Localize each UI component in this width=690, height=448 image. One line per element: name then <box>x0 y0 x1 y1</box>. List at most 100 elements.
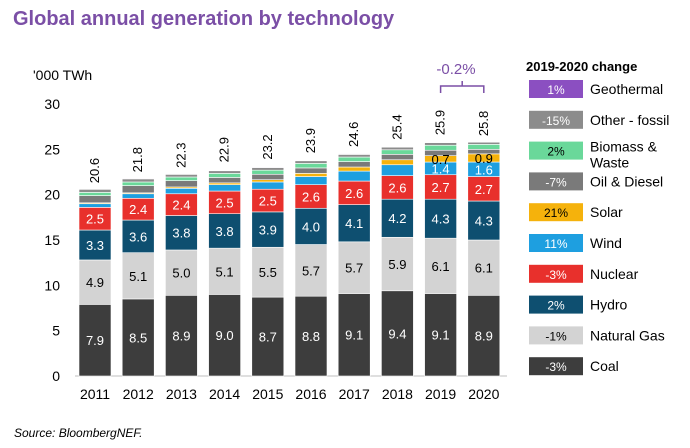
bar-total-label: 25.8 <box>476 111 491 136</box>
y-tick-label: 0 <box>52 368 60 384</box>
x-tick-label: 2020 <box>468 386 499 402</box>
legend-change-value: 21% <box>544 206 568 220</box>
bar-segment <box>165 176 198 181</box>
segment-value-label: 2.5 <box>86 212 104 227</box>
segment-value-label: 9.1 <box>432 328 450 343</box>
y-tick-label: 10 <box>44 277 60 293</box>
bar-segment <box>78 188 112 190</box>
segment-value-label: 2.4 <box>172 198 190 213</box>
bar-segment <box>294 207 328 245</box>
segment-value-label: 6.1 <box>475 261 493 276</box>
segment-value-label: 3.8 <box>172 226 190 241</box>
bar-segment <box>294 163 328 169</box>
bar-segment <box>78 195 112 204</box>
segment-value-label: 8.9 <box>475 329 493 344</box>
segment-value-label: 3.9 <box>259 223 277 238</box>
bar-segment <box>381 164 414 176</box>
x-tick-label: 2013 <box>166 386 197 402</box>
chart-title: Global annual generation by technology <box>13 8 395 30</box>
legend-change-value: -1% <box>545 329 567 343</box>
legend-swatch <box>529 326 583 345</box>
bar-total-label: 23.2 <box>260 134 275 159</box>
bar-total-label: 21.8 <box>130 147 145 172</box>
segment-value-label: 5.0 <box>172 266 190 281</box>
bar-segment <box>208 173 241 178</box>
segment-value-label: 8.9 <box>172 329 190 344</box>
segment-value-label: 2.4 <box>129 202 147 217</box>
legend-label: Wind <box>590 235 622 251</box>
bar-total-label: 22.9 <box>217 137 232 162</box>
segment-value-label: 4.2 <box>388 211 406 226</box>
bar-segment <box>294 295 328 377</box>
y-tick-label: 25 <box>44 141 60 157</box>
legend-swatch <box>529 203 583 222</box>
legend-change-value: -15% <box>542 114 570 128</box>
bar-segment <box>294 167 328 174</box>
bar-segment <box>337 166 371 172</box>
y-tick-label: 5 <box>52 323 60 339</box>
bar-segment <box>121 219 155 253</box>
source-note: Source: BloombergNEF. <box>14 426 143 440</box>
bar-segment <box>381 149 414 155</box>
segment-value-label: 2.6 <box>345 186 363 201</box>
legend-swatch <box>529 110 583 129</box>
bar-segment <box>251 296 285 377</box>
x-tick-label: 2018 <box>382 386 413 402</box>
legend-label: Coal <box>590 358 619 374</box>
x-tick-label: 2015 <box>252 386 283 402</box>
legend-title: 2019-2020 change <box>526 59 637 74</box>
y-axis-unit-label: '000 TWh <box>33 67 92 83</box>
x-tick-label: 2011 <box>80 386 110 402</box>
segment-value-label: 3.6 <box>129 229 147 244</box>
segment-value-label: 1.4 <box>432 161 450 176</box>
legend-change-value: -3% <box>545 360 567 374</box>
bar-segment <box>251 166 285 168</box>
legend-change-value: -3% <box>545 268 567 282</box>
bar-segment <box>337 156 371 162</box>
bar-segment <box>208 247 241 295</box>
bar-segment <box>165 249 198 296</box>
segment-value-label: 5.5 <box>259 265 277 280</box>
bar-segment <box>165 180 198 188</box>
bar-segment <box>294 159 328 162</box>
legend-label: Nuclear <box>590 266 639 282</box>
bar-segment <box>467 144 501 150</box>
legend-label: Oil & Diesel <box>590 173 663 189</box>
bar-segment <box>381 154 414 161</box>
legend-label: Biomass & <box>590 139 658 155</box>
segment-value-label: 1.6 <box>475 162 493 177</box>
segment-value-label: 6.1 <box>432 259 450 274</box>
bar-segment <box>424 293 457 377</box>
bar-segment <box>294 244 328 297</box>
bar-segment <box>424 144 457 151</box>
legend-swatch <box>529 141 583 160</box>
segment-value-label: 8.7 <box>259 330 277 345</box>
bar-total-label: 24.6 <box>346 122 361 147</box>
bar-segment <box>165 188 198 195</box>
bar-segment <box>78 203 112 208</box>
x-tick-label: 2016 <box>295 386 326 402</box>
segment-value-label: 2.5 <box>216 195 234 210</box>
bar-segment <box>121 181 155 186</box>
segment-value-label: 5.9 <box>388 257 406 272</box>
bar-segment <box>337 241 371 294</box>
legend-swatch <box>529 80 583 98</box>
legend-label: Waste <box>590 155 629 171</box>
bar-segment <box>121 185 155 194</box>
bar-segment <box>337 170 371 182</box>
segment-value-label: 9.4 <box>388 326 406 341</box>
x-tick-label: 2017 <box>339 386 370 402</box>
bar-segment <box>78 259 112 305</box>
segment-value-label: 8.5 <box>129 330 147 345</box>
bar-segment <box>251 181 285 190</box>
bar-segment <box>251 179 285 183</box>
bar-segment <box>121 193 155 199</box>
bar-segment <box>208 169 241 172</box>
segment-value-label: 2.6 <box>388 180 406 195</box>
segment-value-label: 8.8 <box>302 329 320 344</box>
legend-change-value: 2% <box>547 145 565 159</box>
segment-value-label: 4.1 <box>345 216 363 231</box>
bar-segment <box>467 295 501 377</box>
change-bracket <box>439 81 485 93</box>
bar-segment <box>381 290 414 377</box>
